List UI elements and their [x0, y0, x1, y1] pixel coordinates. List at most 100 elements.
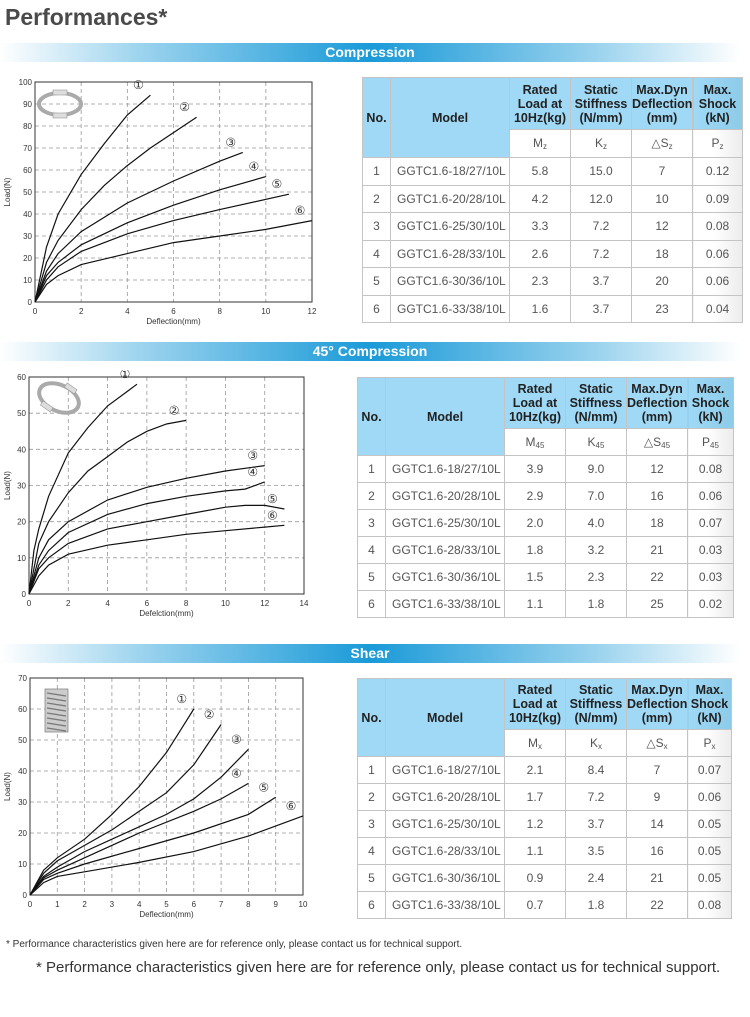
y-tick-label: 30: [17, 482, 26, 491]
table-row: 1 GGTC1.6-18/27/10L 2.1 8.4 7 0.07: [357, 756, 732, 784]
cell-max-dyn-deflection: 25: [626, 590, 688, 618]
symbol-row: M45 K45 △S45 P45: [358, 428, 734, 456]
series-line-1: [29, 708, 195, 896]
cell-rated-load: 4.2: [509, 184, 571, 213]
cell-static-stiffness: 15.0: [570, 157, 632, 186]
cell-model: GGTC1.6-30/36/10L: [390, 267, 510, 296]
y-tick-label: 50: [23, 188, 32, 197]
y-tick-label: 70: [23, 144, 32, 153]
symbol-rated-load: Mx: [504, 729, 566, 757]
series-line-5: [34, 193, 290, 303]
cell-static-stiffness: 1.8: [565, 891, 627, 919]
cell-max-dyn-deflection: 21: [626, 864, 688, 892]
cell-max-shock: 0.06: [687, 783, 732, 811]
header-static-stiffness: Static Stiffness (N/mm): [565, 678, 627, 730]
series-line-3: [28, 465, 265, 595]
symbol-base: M: [533, 136, 543, 150]
table-header-row: No. Model Rated Load at 10Hz(kg) Static Sti…: [357, 678, 732, 757]
cell-no: 5: [362, 267, 391, 296]
y-tick-label: 10: [18, 860, 27, 869]
header-max-dyn-deflection: Max.Dyn Deflection (mm): [626, 377, 688, 429]
cell-model: GGTC1.6-20/28/10L: [385, 482, 505, 510]
x-axis-label: Deflection(mm): [146, 317, 201, 326]
cell-no: 6: [357, 891, 386, 919]
cell-model: GGTC1.6-28/33/10L: [385, 536, 505, 564]
header-max-dyn-deflection: Max.Dyn Deflection (mm): [631, 77, 693, 130]
x-tick-label: 7: [219, 900, 224, 909]
series-label-3: ③: [247, 449, 258, 463]
cell-static-stiffness: 3.5: [565, 837, 627, 865]
cell-no: 4: [357, 837, 386, 865]
header-model: Model: [385, 377, 505, 456]
symbol-static-stiffness: K45: [565, 428, 627, 456]
x-tick-label: 6: [171, 307, 176, 316]
symbol-subscript: x: [711, 741, 716, 751]
cell-max-shock: 0.08: [692, 212, 743, 241]
symbol-subscript: x: [598, 741, 602, 751]
symbol-subscript: x: [538, 741, 542, 751]
x-tick-label: 4: [105, 599, 110, 608]
x-tick-label: 8: [246, 900, 251, 909]
cell-no: 3: [357, 810, 386, 838]
y-tick-label: 30: [23, 232, 32, 241]
cell-static-stiffness: 9.0: [565, 455, 627, 483]
cell-max-shock: 0.03: [687, 563, 734, 591]
series-line-4: [34, 176, 266, 303]
series-label-4: ④: [231, 766, 242, 780]
header-no: No.: [362, 77, 391, 158]
table-row: 4 GGTC1.6-28/33/10L 2.6 7.2 18 0.06: [362, 239, 743, 268]
y-tick-label: 20: [18, 829, 27, 838]
symbol-subscript: x: [663, 741, 668, 751]
footnote-small: * Performance characteristics given here…: [6, 939, 463, 950]
x-tick-label: 4: [125, 307, 130, 316]
table-row: 3 GGTC1.6-25/30/10L 1.2 3.7 14 0.05: [357, 810, 732, 838]
header-static-stiffness: Static Stiffness (N/mm): [565, 377, 627, 429]
cell-no: 3: [362, 212, 391, 241]
cell-max-dyn-deflection: 18: [631, 239, 693, 268]
table-row: 3 GGTC1.6-25/30/10L 2.0 4.0 18 0.07: [357, 509, 734, 537]
table-row: 1 GGTC1.6-18/27/10L 5.8 15.0 7 0.12: [362, 157, 743, 186]
cell-static-stiffness: 7.0: [565, 482, 627, 510]
cell-static-stiffness: 2.4: [565, 864, 627, 892]
symbol-base: M: [525, 434, 536, 449]
x-tick-label: 14: [300, 599, 309, 608]
cell-no: 6: [357, 590, 386, 618]
cell-no: 2: [357, 482, 386, 510]
cell-max-dyn-deflection: 16: [626, 837, 688, 865]
cell-max-dyn-deflection: 12: [626, 455, 688, 483]
y-tick-label: 100: [19, 78, 33, 87]
symbol-base: △S: [646, 735, 664, 750]
cell-max-shock: 0.08: [687, 455, 734, 483]
series-line-3: [34, 151, 244, 303]
cell-rated-load: 2.6: [509, 239, 571, 268]
series-line-6: [34, 220, 313, 303]
cell-model: GGTC1.6-28/33/10L: [390, 239, 510, 268]
series-label-1: ①: [176, 692, 187, 706]
x-tick-label: 0: [33, 307, 38, 316]
x-tick-label: 2: [79, 307, 84, 316]
cell-model: GGTC1.6-30/36/10L: [385, 864, 505, 892]
table-row: 1 GGTC1.6-18/27/10L 3.9 9.0 12 0.08: [357, 455, 734, 483]
y-tick-label: 40: [23, 210, 32, 219]
symbol-static-stiffness: Kz: [570, 129, 632, 158]
header-static-stiffness: Static Stiffness (N/mm): [570, 77, 632, 130]
cell-max-dyn-deflection: 14: [626, 810, 688, 838]
cell-static-stiffness: 2.3: [565, 563, 627, 591]
cell-no: 1: [357, 455, 386, 483]
x-tick-label: 1: [55, 900, 60, 909]
y-tick-label: 70: [18, 674, 27, 683]
cell-rated-load: 2.9: [504, 482, 566, 510]
cell-no: 4: [362, 239, 391, 268]
series-line-4: [29, 782, 249, 896]
y-tick-label: 60: [17, 373, 26, 382]
cell-max-dyn-deflection: 21: [626, 536, 688, 564]
symbol-max-dyn-deflection: △S45: [626, 428, 688, 456]
plot-frame: [29, 677, 304, 896]
cell-max-shock: 0.05: [687, 864, 732, 892]
symbol-rated-load: Mz: [509, 129, 571, 158]
x-tick-label: 0: [27, 599, 32, 608]
cell-max-dyn-deflection: 16: [626, 482, 688, 510]
cell-static-stiffness: 7.2: [570, 239, 632, 268]
y-tick-label: 0: [22, 590, 27, 599]
table-row: 4 GGTC1.6-28/33/10L 1.1 3.5 16 0.05: [357, 837, 732, 865]
